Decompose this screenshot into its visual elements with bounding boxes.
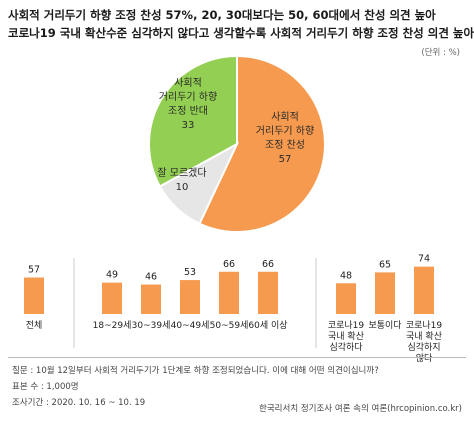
footer-question: 질문 : 10월 12일부터 사회적 거리두기가 1단계로 하향 조정되었습니다… [12,366,379,376]
title-line-1: 사회적 거리두기 하향 조정 찬성 57%, 20, 30대보다는 50, 60… [8,8,436,22]
bar [414,266,434,314]
bar [336,283,356,314]
bar [102,282,122,314]
pie-chart: 사회적 거리두기 하향 조정 찬성 57 잘 모르겠다 10 사회적 거리두기 하향 조정 반대… [148,54,327,233]
title-block: 사회적 거리두기 하향 조정 찬성 57%, 20, 30대보다는 50, 60… [8,6,474,42]
bar [375,272,395,314]
bar-category-label: 50~59세 [210,320,249,331]
pie-slice-label: 사회적 거리두기 하향 조정 찬성 57 [256,111,314,165]
bar [180,280,200,314]
bar-category-label: 전체 [26,320,43,331]
bar-value-label: 66 [262,259,274,270]
bar-value-label: 65 [379,259,391,270]
bar-category-label: 60세 이상 [248,320,287,331]
bar-value-label: 66 [223,259,235,270]
bar [24,277,44,314]
bar-value-label: 49 [106,270,118,281]
bar-value-label: 53 [184,267,196,278]
bar-category-label: 코로나19 국내 확산 심각하다 [328,320,365,353]
footer-period: 조사기간 : 2020. 10. 16 ~ 10. 19 [12,398,146,408]
bar [258,271,278,314]
pie-slice-label: 잘 모르겠다 10 [157,167,206,193]
footer-sample: 표본 수 : 1,000명 [12,382,79,392]
bar [219,271,239,314]
bar-category-label: 코로나19 국내 확산 심각하지 않다 [406,320,443,364]
title-line-2: 코로나19 국내 확산수준 심각하지 않다고 생각할수록 사회적 거리두기 하향… [8,26,474,40]
bar-value-label: 57 [28,265,40,276]
footer-credit: 한국리서치 정기조사 여론 속의 여론(hrcopinion.co.kr) [259,404,462,414]
footer-separator [8,357,466,358]
pie-slice [198,54,327,233]
bar-value-label: 46 [145,272,157,283]
bar-category-label: 18~29세 [93,320,132,331]
bar-value-label: 74 [418,254,430,265]
unit-label: (단위 : %) [421,48,460,58]
bar [141,284,161,314]
bar-value-label: 48 [340,270,352,281]
bar-category-label: 40~49세 [171,320,210,331]
bar-category-label: 30~39세 [132,320,171,331]
pie-slice [148,54,238,188]
pie-slice-label: 사회적 거리두기 하향 조정 반대 33 [159,77,217,131]
bar-category-label: 보통이다 [368,320,402,331]
